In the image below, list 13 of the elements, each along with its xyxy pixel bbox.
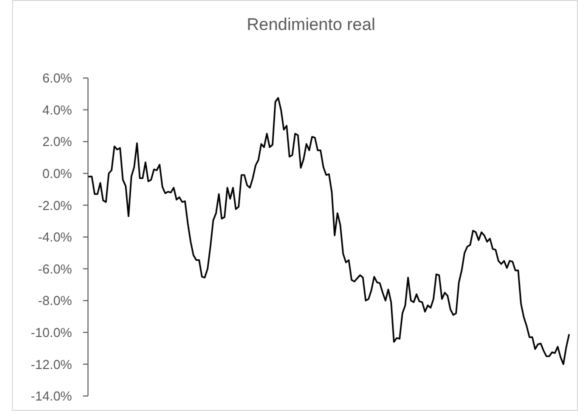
- chart-title: Rendimiento real: [246, 15, 376, 34]
- y-tick-label: -6.0%: [38, 261, 72, 276]
- y-tick-label: -2.0%: [38, 198, 72, 213]
- y-tick-label: -8.0%: [38, 293, 72, 308]
- y-tick-label: 0.0%: [42, 166, 72, 181]
- y-tick-label: -4.0%: [38, 230, 72, 245]
- line-series: [88, 97, 570, 365]
- y-tick-label: 6.0%: [42, 70, 72, 86]
- y-tick-label: 4.0%: [42, 102, 72, 118]
- y-tick-label: -12.0%: [30, 356, 72, 372]
- y-tick-label: -14.0%: [30, 388, 72, 404]
- y-tick-label: 2.0%: [42, 134, 72, 150]
- y-tick-label: -10.0%: [30, 324, 72, 340]
